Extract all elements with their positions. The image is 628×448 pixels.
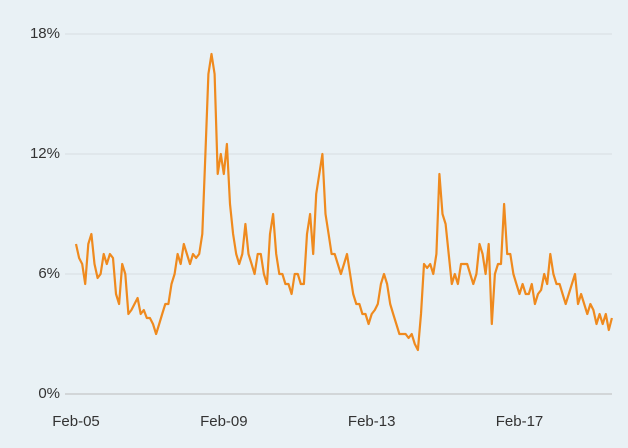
- x-tick-label: Feb-13: [348, 413, 396, 430]
- y-tick-label: 0%: [38, 385, 60, 402]
- x-tick-label: Feb-05: [52, 413, 100, 430]
- line: [74, 52, 613, 352]
- y-tick-label: 12%: [30, 145, 60, 162]
- x-tick-label: Feb-09: [200, 413, 248, 430]
- y-tick-label: 18%: [30, 25, 60, 42]
- y-tick-label: 6%: [38, 265, 60, 282]
- x-tick-label: Feb-17: [496, 413, 544, 430]
